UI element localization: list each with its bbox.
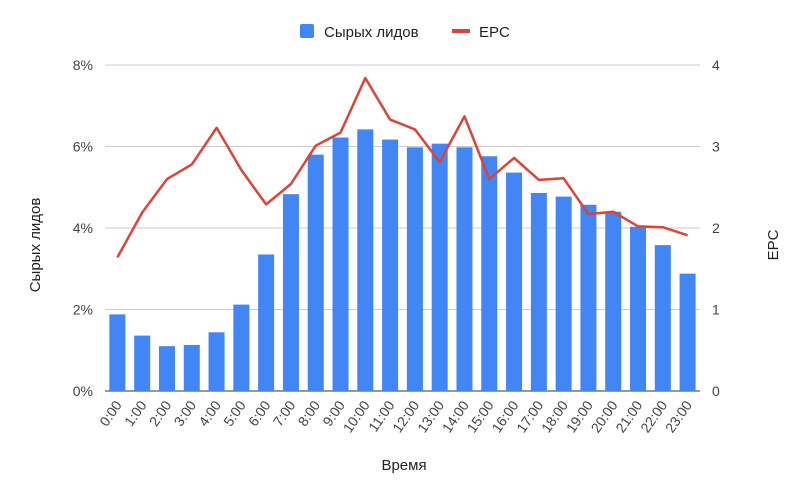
bar — [555, 196, 572, 391]
bar — [530, 192, 547, 391]
x-axis-ticks: 0:001:002:003:004:005:006:007:008:009:00… — [96, 397, 695, 435]
legend: Сырых лидов EPC — [300, 24, 510, 41]
bar — [109, 314, 126, 391]
bar — [158, 346, 175, 391]
y-axis-right-ticks: 0 1 2 3 4 — [712, 57, 720, 399]
bar — [630, 226, 647, 391]
bar — [679, 273, 696, 391]
bar — [208, 332, 225, 391]
bar-series — [109, 129, 696, 391]
bar — [382, 139, 399, 391]
bar — [183, 344, 200, 391]
y-tick-label: 8% — [73, 57, 93, 73]
y-tick-label: 6% — [73, 139, 93, 155]
bar — [456, 147, 473, 391]
y2-tick-label: 4 — [712, 57, 720, 73]
legend-swatch-bars — [300, 24, 314, 38]
bar — [654, 245, 671, 391]
line-series — [116, 76, 688, 258]
y2-tick-label: 2 — [712, 220, 720, 236]
epc-line — [116, 76, 688, 258]
x-tick-label: 3:00 — [170, 397, 199, 429]
bar — [357, 129, 374, 391]
y-axis-left-ticks: 0% 2% 4% 6% 8% — [73, 57, 93, 399]
bar — [332, 137, 349, 391]
x-axis-title: Время — [381, 457, 426, 474]
x-tick-label: 1:00 — [121, 397, 150, 429]
bar — [481, 156, 498, 391]
x-tick-label: 4:00 — [195, 397, 224, 429]
x-tick-label: 0:00 — [96, 397, 125, 429]
x-tick-label: 7:00 — [270, 397, 299, 429]
legend-label-line: EPC — [479, 24, 510, 41]
bar — [233, 304, 250, 391]
x-tick-label: 10:00 — [340, 397, 373, 435]
y2-tick-label: 3 — [712, 139, 720, 155]
bar — [406, 147, 423, 391]
x-tick-label: 2:00 — [146, 397, 175, 429]
x-tick-label: 8:00 — [294, 397, 323, 429]
y-tick-label: 4% — [73, 220, 93, 236]
y-axis-right-title: EPC — [765, 229, 782, 260]
bar — [506, 172, 523, 391]
bar — [605, 211, 622, 391]
bar — [431, 143, 448, 391]
y2-tick-label: 1 — [712, 302, 720, 318]
bar — [258, 254, 275, 391]
legend-label-bars: Сырых лидов — [324, 24, 419, 41]
x-tick-label: 5:00 — [220, 397, 249, 429]
bar — [282, 194, 299, 391]
bar — [134, 335, 151, 391]
bar — [580, 204, 597, 391]
y-tick-label: 0% — [73, 383, 93, 399]
bar — [307, 154, 324, 391]
x-tick-label: 6:00 — [245, 397, 274, 429]
x-tick-label: 23:00 — [662, 397, 695, 435]
y-tick-label: 2% — [73, 302, 93, 318]
y-axis-left-title: Сырых лидов — [27, 198, 44, 293]
y2-tick-label: 0 — [712, 383, 720, 399]
